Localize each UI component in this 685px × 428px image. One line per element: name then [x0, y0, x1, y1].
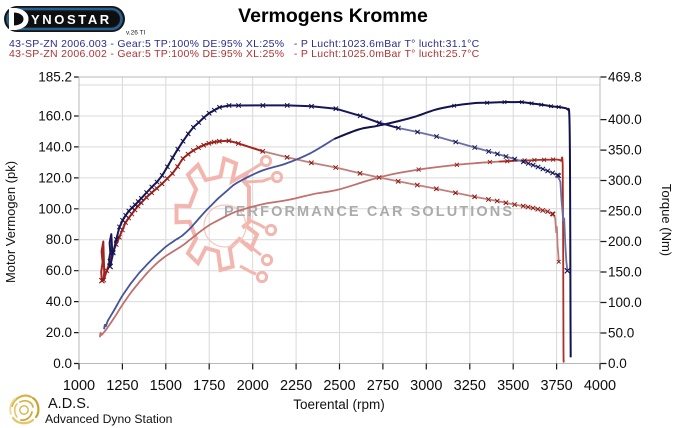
svg-text:Vermogens Kromme: Vermogens Kromme [238, 5, 428, 27]
svg-text:469.8: 469.8 [608, 70, 642, 85]
svg-text:Motor Vermogen (pk): Motor Vermogen (pk) [3, 161, 18, 283]
svg-text:200.0: 200.0 [608, 234, 642, 249]
svg-text:1000: 1000 [63, 378, 95, 394]
svg-text:3000: 3000 [410, 378, 442, 394]
svg-text:v.26 TI: v.26 TI [126, 30, 145, 37]
svg-text:3750: 3750 [540, 378, 572, 394]
svg-text:2000: 2000 [237, 378, 269, 394]
svg-text:100.0: 100.0 [608, 295, 642, 310]
svg-text:80.0: 80.0 [46, 232, 72, 247]
svg-text:Torque (Nm): Torque (Nm) [659, 184, 674, 256]
svg-text:120.0: 120.0 [38, 170, 72, 185]
svg-text:1250: 1250 [106, 378, 138, 394]
svg-text:20.0: 20.0 [46, 325, 72, 340]
svg-text:2250: 2250 [280, 378, 312, 394]
svg-text:3250: 3250 [454, 378, 486, 394]
svg-text:185.2: 185.2 [38, 70, 72, 85]
svg-text:250.0: 250.0 [608, 204, 642, 219]
svg-text:1500: 1500 [150, 378, 182, 394]
svg-text:4000: 4000 [584, 378, 616, 394]
svg-text:400.0: 400.0 [608, 112, 642, 127]
svg-text:3500: 3500 [497, 378, 529, 394]
svg-text:0.0: 0.0 [53, 356, 72, 371]
svg-text:0.0: 0.0 [608, 356, 627, 371]
svg-text:350.0: 350.0 [608, 143, 642, 158]
svg-text:PERFORMANCE CAR SOLUTIONS: PERFORMANCE CAR SOLUTIONS [224, 204, 514, 220]
svg-text:A.D.S.: A.D.S. [48, 396, 90, 412]
svg-text:1750: 1750 [193, 378, 225, 394]
svg-text:2500: 2500 [323, 378, 355, 394]
svg-text:150.0: 150.0 [608, 265, 642, 280]
svg-text:100.0: 100.0 [38, 201, 72, 216]
svg-text:YNOSTAR: YNOSTAR [31, 12, 112, 27]
svg-text:40.0: 40.0 [46, 294, 72, 309]
svg-text:Toerental (rpm): Toerental (rpm) [293, 397, 385, 412]
svg-text:43-SP-ZN 2006.003 - Gear:5 TP:: 43-SP-ZN 2006.003 - Gear:5 TP:100% DE:95… [9, 38, 480, 50]
svg-text:2750: 2750 [367, 378, 399, 394]
svg-text:300.0: 300.0 [608, 173, 642, 188]
svg-text:60.0: 60.0 [46, 263, 72, 278]
svg-text:140.0: 140.0 [38, 139, 72, 154]
svg-text:Advanced Dyno Station: Advanced Dyno Station [45, 412, 172, 426]
svg-text:160.0: 160.0 [38, 109, 72, 124]
svg-text:43-SP-ZN 2006.002 - Gear:5 TP:: 43-SP-ZN 2006.002 - Gear:5 TP:100% DE:95… [9, 48, 480, 60]
svg-text:50.0: 50.0 [608, 326, 634, 341]
